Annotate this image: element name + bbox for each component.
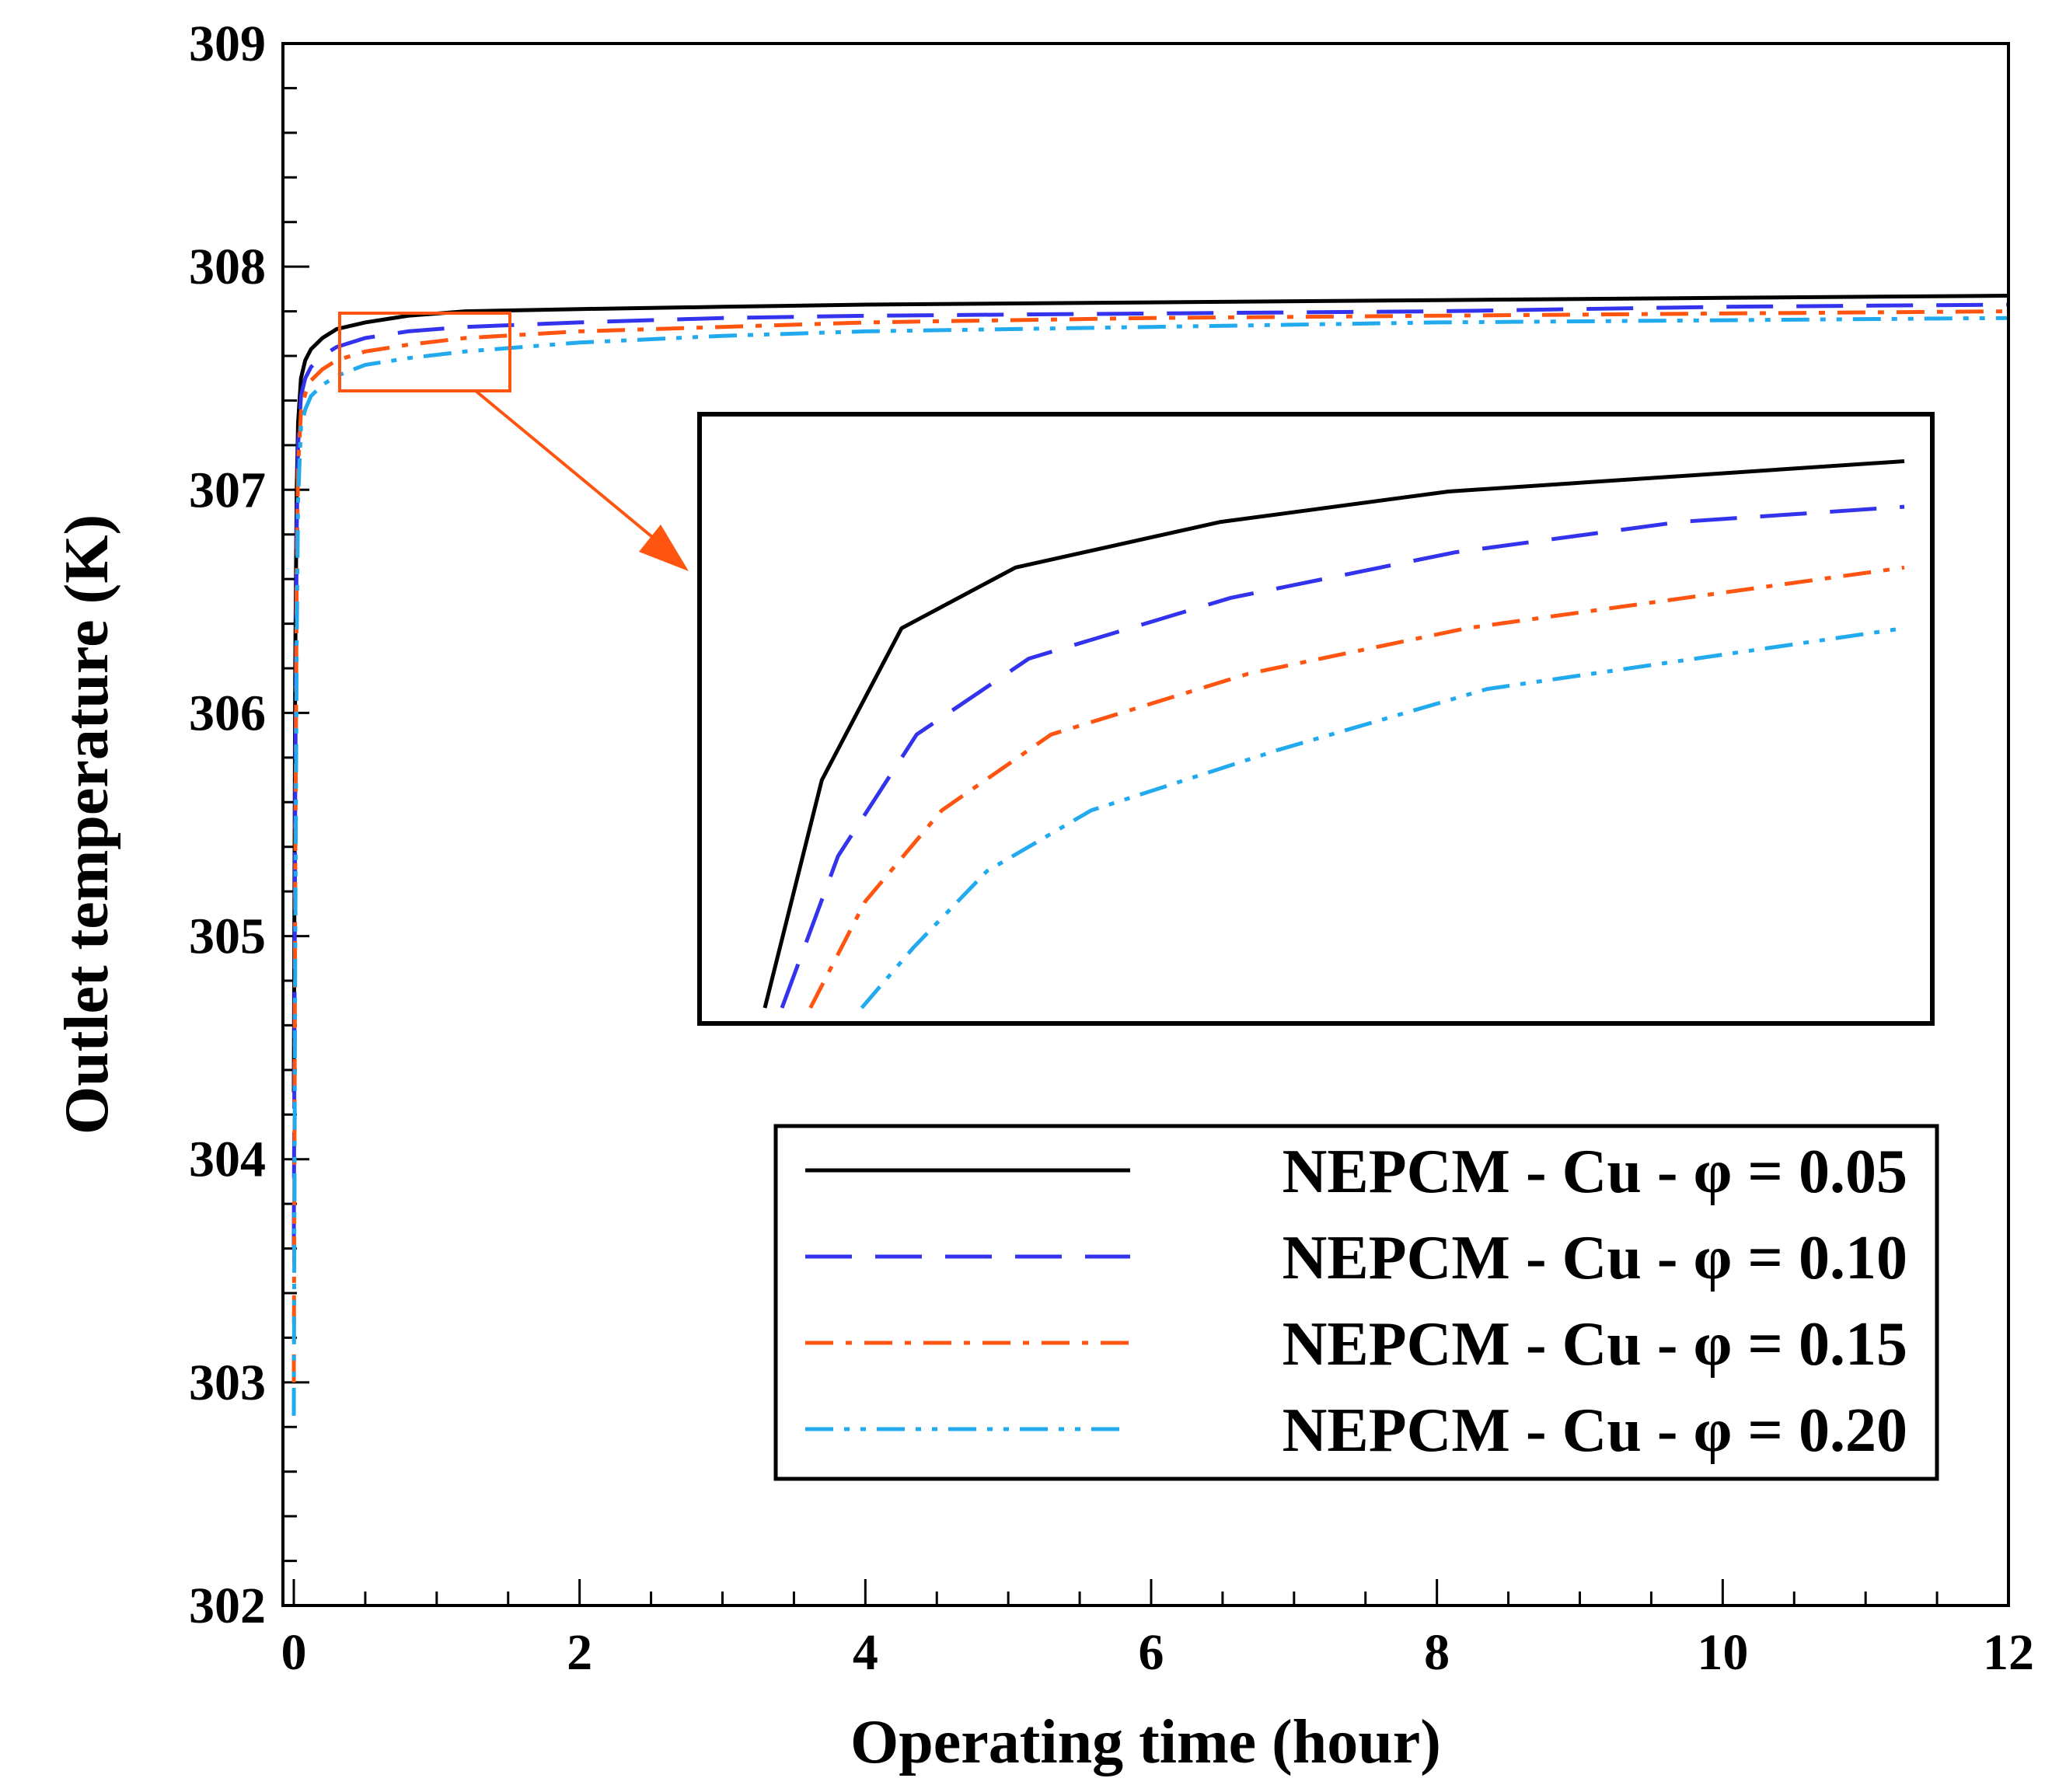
inset-frame [697, 412, 1935, 1026]
y-tick-label: 306 [189, 685, 266, 741]
y-tick-label: 309 [189, 16, 266, 72]
y-tick-label: 307 [189, 462, 266, 518]
inset-layer [763, 459, 1905, 1009]
y-axis-title: Outlet temperature (K) [53, 514, 121, 1135]
x-tick-labels: 0 2 4 6 8 10 12 [281, 1624, 2035, 1681]
zoom-region-box [338, 312, 511, 392]
x-tick-label: 4 [853, 1624, 878, 1681]
series-layer [291, 294, 2009, 1416]
inset-series-line-1 [763, 459, 1905, 1009]
x-tick-label: 12 [1983, 1624, 2034, 1681]
legend: NEPCM - Cu - φ = 0.05 NEPCM - Cu - φ = 0.… [805, 1138, 1907, 1465]
zoom-arrow-line [474, 389, 662, 546]
series-line-2 [291, 302, 2009, 1249]
legend-label-1: NEPCM - Cu - φ = 0.05 [1282, 1138, 1907, 1206]
y-tick-label: 304 [189, 1131, 266, 1188]
zoom-arrow-head [639, 525, 689, 571]
y-tick-label: 308 [189, 239, 266, 295]
y-tick-label: 302 [189, 1578, 266, 1634]
series-line-1 [291, 294, 2009, 1093]
y-tick-label: 303 [189, 1354, 266, 1411]
legend-label-3: NEPCM - Cu - φ = 0.15 [1282, 1310, 1907, 1379]
x-tick-label: 2 [567, 1624, 592, 1681]
inset-series-line-4 [860, 626, 1905, 1009]
y-tick-labels: 302 303 304 305 306 307 308 309 [189, 16, 266, 1634]
series-line-3 [291, 309, 2009, 1382]
legend-label-2: NEPCM - Cu - φ = 0.10 [1282, 1224, 1907, 1292]
x-axis-title: Operating time (hour) [850, 1708, 1441, 1776]
series-line-4 [291, 316, 2009, 1416]
legend-box [773, 1124, 1939, 1481]
x-tick-label: 0 [281, 1624, 307, 1681]
x-tick-label: 6 [1139, 1624, 1164, 1681]
y-tick-label: 305 [189, 908, 266, 965]
x-tick-label: 8 [1424, 1624, 1450, 1681]
x-tick-label: 10 [1697, 1624, 1748, 1681]
inset-series-line-2 [780, 504, 1905, 1009]
legend-label-4: NEPCM - Cu - φ = 0.20 [1282, 1396, 1907, 1465]
inset-series-line-3 [808, 565, 1905, 1009]
plot-frame [281, 42, 2010, 1607]
